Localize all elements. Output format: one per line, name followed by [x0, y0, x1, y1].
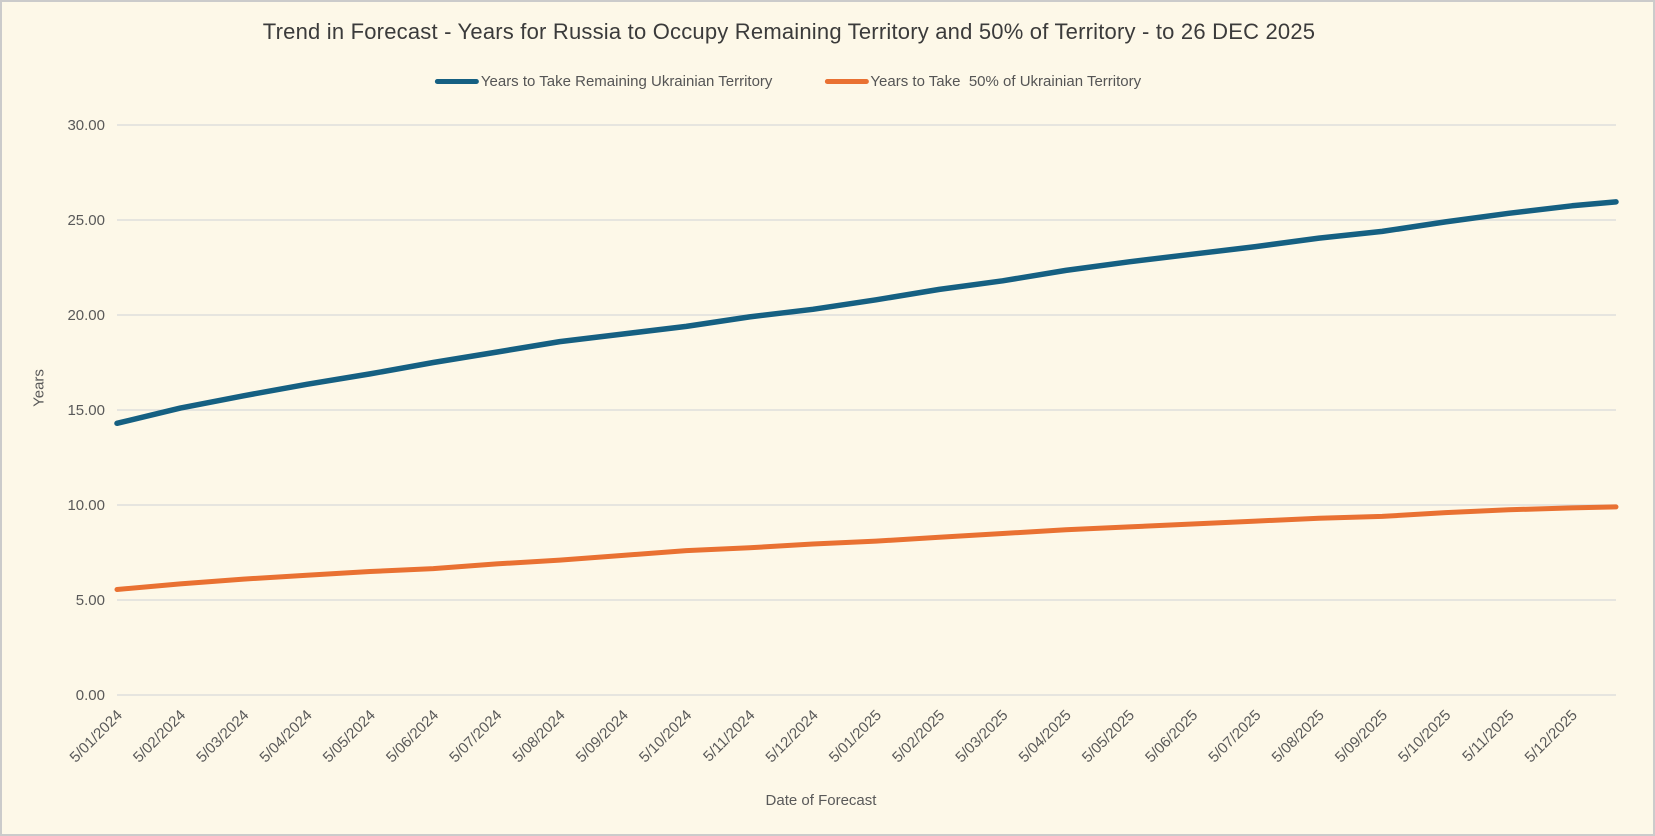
legend-line-marker-blue-icon	[434, 79, 479, 84]
legend-line-marker-orange-icon	[824, 79, 869, 84]
x-tick-label: 5/05/2024	[320, 707, 379, 766]
chart-title: Trend in Forecast - Years for Russia to …	[262, 19, 1316, 44]
x-tick-label: 5/05/2025	[1079, 707, 1138, 766]
series-line-remaining-territory	[114, 199, 1619, 427]
x-tick-label: 5/07/2025	[1205, 707, 1264, 766]
x-tick-label: 5/07/2024	[446, 707, 505, 766]
x-tick-label: 5/08/2024	[509, 707, 568, 766]
x-tick-label: 5/11/2024	[700, 707, 758, 765]
x-tick-label: 5/08/2025	[1269, 707, 1328, 766]
x-tick-label: 5/10/2025	[1395, 707, 1454, 766]
x-axis-title: Date of Forecast	[765, 792, 877, 809]
x-tick-label: 5/04/2024	[256, 707, 315, 766]
legend-item-remaining-territory: Years to Take Remaining Ukrainian Territ…	[434, 73, 773, 90]
legend: Years to Take Remaining Ukrainian Territ…	[434, 73, 1141, 90]
x-tick-label: 5/01/2025	[826, 707, 885, 766]
legend-item-50pct-territory: Years to Take 50% of Ukrainian Territory	[824, 73, 1141, 90]
y-tick-label: 15.00	[67, 402, 105, 419]
x-tick-label: 5/09/2025	[1332, 707, 1391, 766]
y-tick-label: 0.00	[76, 687, 105, 704]
y-tick-label: 25.00	[67, 212, 105, 229]
x-tick-label: 5/11/2025	[1459, 707, 1517, 765]
y-axis-title: Years	[30, 369, 48, 407]
y-tick-label: 20.00	[67, 307, 105, 324]
x-tick-label: 5/12/2024	[762, 707, 821, 766]
x-tick-label: 5/02/2025	[889, 707, 948, 766]
x-tick-label: 5/09/2024	[573, 707, 632, 766]
x-tick-label: 5/06/2025	[1142, 707, 1201, 766]
x-tick-label: 5/10/2024	[636, 707, 695, 766]
x-tick-label: 5/03/2024	[193, 707, 252, 766]
legend-label-50pct-territory: Years to Take 50% of Ukrainian Territory	[870, 73, 1142, 90]
x-tick-label: 5/12/2025	[1522, 707, 1581, 766]
y-tick-label: 5.00	[76, 592, 105, 609]
x-tick-label: 5/03/2025	[952, 707, 1011, 766]
y-tick-label: 30.00	[67, 117, 105, 134]
series-line-50pct-territory	[114, 504, 1619, 592]
x-tick-label: 5/01/2024	[67, 707, 126, 766]
x-tick-label: 5/04/2025	[1016, 707, 1075, 766]
x-tick-label: 5/02/2024	[130, 707, 189, 766]
x-tick-label: 5/06/2024	[383, 707, 442, 766]
y-tick-label: 10.00	[67, 497, 105, 514]
legend-label-remaining-territory: Years to Take Remaining Ukrainian Territ…	[480, 73, 773, 90]
